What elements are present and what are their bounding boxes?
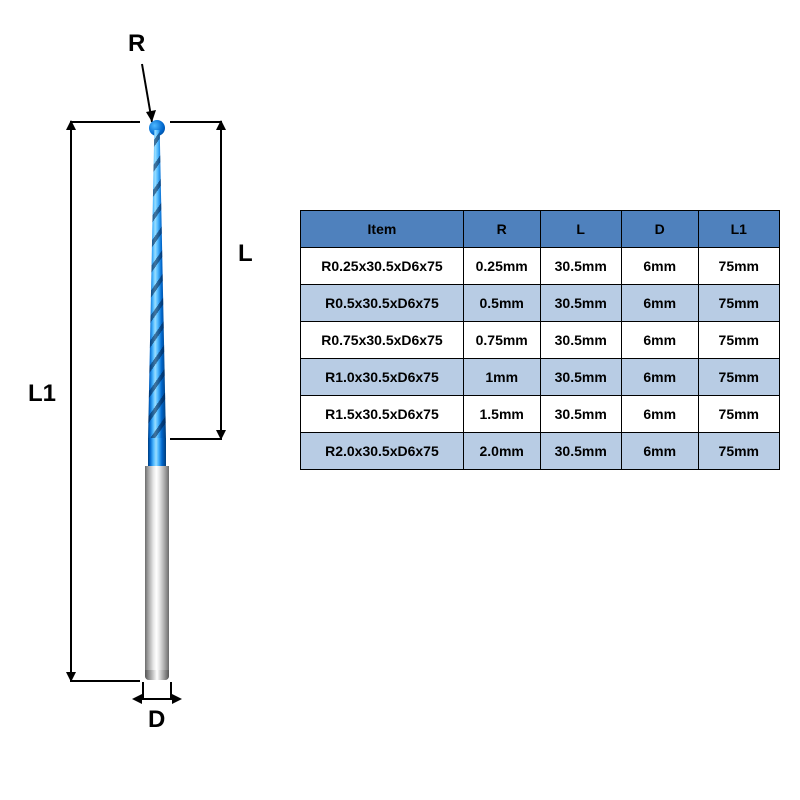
table-cell: 0.75mm xyxy=(463,322,540,359)
table-cell: R2.0x30.5xD6x75 xyxy=(301,433,464,470)
spec-table-body: R0.25x30.5xD6x750.25mm30.5mm6mm75mmR0.5x… xyxy=(301,248,780,470)
table-cell: R1.0x30.5xD6x75 xyxy=(301,359,464,396)
table-cell: R0.75x30.5xD6x75 xyxy=(301,322,464,359)
table-cell: 30.5mm xyxy=(540,433,621,470)
d-ext-l xyxy=(142,682,144,700)
neck xyxy=(148,438,166,468)
endmill-illustration xyxy=(140,120,174,680)
l1-dim-line xyxy=(70,122,72,680)
table-row: R1.0x30.5xD6x751mm30.5mm6mm75mm xyxy=(301,359,780,396)
table-row: R0.5x30.5xD6x750.5mm30.5mm6mm75mm xyxy=(301,285,780,322)
table-cell: 6mm xyxy=(621,359,698,396)
table-cell: 1mm xyxy=(463,359,540,396)
table-header-cell: L xyxy=(540,211,621,248)
table-cell: R0.5x30.5xD6x75 xyxy=(301,285,464,322)
l-dim-line xyxy=(220,122,222,438)
table-cell: 30.5mm xyxy=(540,285,621,322)
table-cell: 75mm xyxy=(698,359,779,396)
table-cell: 75mm xyxy=(698,433,779,470)
label-d: D xyxy=(148,706,165,734)
table-header-cell: R xyxy=(463,211,540,248)
shank xyxy=(145,466,169,680)
l1-ext-top xyxy=(70,121,140,123)
table-header-row: ItemRLDL1 xyxy=(301,211,780,248)
label-r: R xyxy=(128,30,145,58)
spec-table-head: ItemRLDL1 xyxy=(301,211,780,248)
table-cell: 30.5mm xyxy=(540,322,621,359)
table-cell: R0.25x30.5xD6x75 xyxy=(301,248,464,285)
d-arrow-l xyxy=(132,694,142,704)
r-leader xyxy=(120,58,180,128)
table-header-cell: D xyxy=(621,211,698,248)
table-cell: 6mm xyxy=(621,322,698,359)
table-cell: 75mm xyxy=(698,322,779,359)
table-cell: 2.0mm xyxy=(463,433,540,470)
table-header-cell: Item xyxy=(301,211,464,248)
table-cell: 75mm xyxy=(698,285,779,322)
table-cell: 0.25mm xyxy=(463,248,540,285)
table-cell: 30.5mm xyxy=(540,396,621,433)
table-cell: 30.5mm xyxy=(540,248,621,285)
table-cell: 30.5mm xyxy=(540,359,621,396)
table-cell: R1.5x30.5xD6x75 xyxy=(301,396,464,433)
table-cell: 6mm xyxy=(621,285,698,322)
d-arrow-r xyxy=(172,694,182,704)
table-row: R0.25x30.5xD6x750.25mm30.5mm6mm75mm xyxy=(301,248,780,285)
d-ext-r xyxy=(170,682,172,700)
table-row: R1.5x30.5xD6x751.5mm30.5mm6mm75mm xyxy=(301,396,780,433)
flute xyxy=(148,130,166,440)
table-row: R2.0x30.5xD6x752.0mm30.5mm6mm75mm xyxy=(301,433,780,470)
table-cell: 6mm xyxy=(621,433,698,470)
table-row: R0.75x30.5xD6x750.75mm30.5mm6mm75mm xyxy=(301,322,780,359)
table-cell: 6mm xyxy=(621,396,698,433)
l-ext-top xyxy=(170,121,222,123)
table-cell: 1.5mm xyxy=(463,396,540,433)
l-ext-bot xyxy=(170,438,222,440)
table-cell: 75mm xyxy=(698,248,779,285)
d-dim-line xyxy=(142,698,172,700)
table-header-cell: L1 xyxy=(698,211,779,248)
spec-table: ItemRLDL1 R0.25x30.5xD6x750.25mm30.5mm6m… xyxy=(300,210,780,470)
label-l1: L1 xyxy=(28,380,56,408)
l1-ext-bot xyxy=(70,680,140,682)
spec-table-container: ItemRLDL1 R0.25x30.5xD6x750.25mm30.5mm6m… xyxy=(300,210,780,470)
label-l: L xyxy=(238,240,253,268)
table-cell: 75mm xyxy=(698,396,779,433)
table-cell: 6mm xyxy=(621,248,698,285)
endmill-diagram: R L1 L D xyxy=(20,60,280,700)
table-cell: 0.5mm xyxy=(463,285,540,322)
